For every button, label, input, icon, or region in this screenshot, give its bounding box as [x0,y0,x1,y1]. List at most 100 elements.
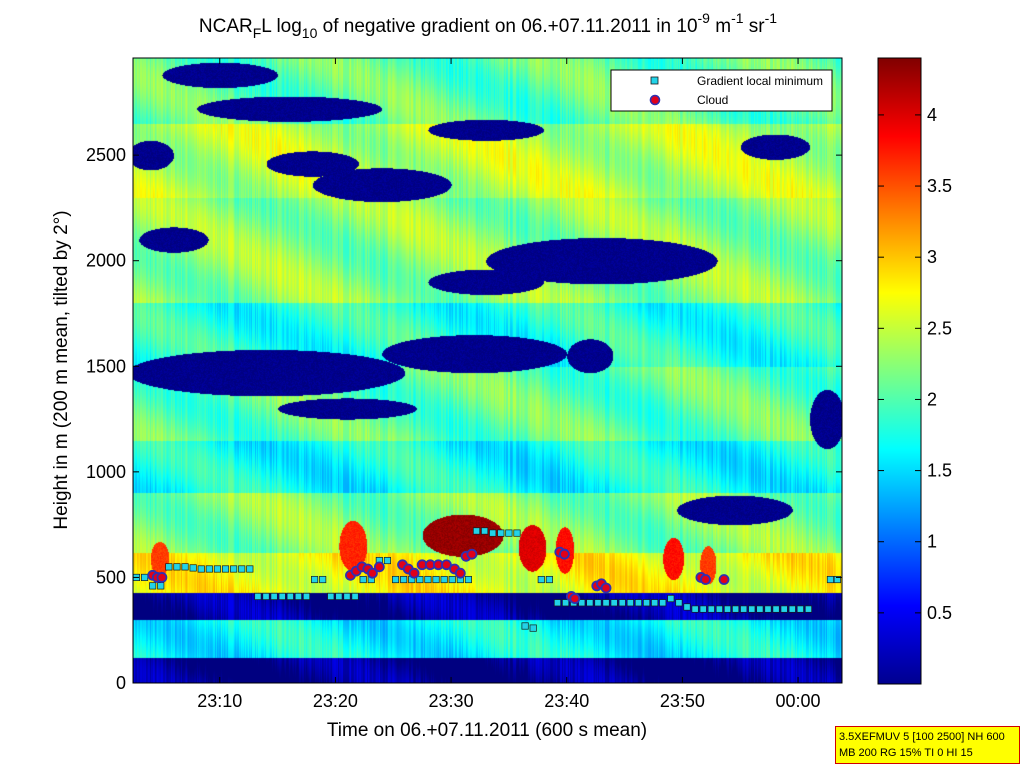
colorbar-tick-label: 4 [927,105,937,125]
legend-label-gradient-min: Gradient local minimum [697,74,823,88]
gradient-min-marker [723,605,732,613]
y-axis: 0 500 1000 1500 2000 2500 [86,145,842,693]
gradient-min-marker [246,565,254,573]
gradient-min-marker [254,592,262,600]
gradient-min-marker [667,594,675,603]
parameters-line-1: 3.5XEFMUV 5 [100 2500] NH 600 [839,731,1005,743]
gradient-min-marker [448,575,456,584]
legend-marker-gradient-min [650,76,659,85]
title-sup-3: -9 [698,10,711,26]
cloud-marker [441,559,452,571]
gradient-min-marker [221,565,230,573]
gradient-min-marker [764,605,772,613]
gradient-min-marker [634,599,642,607]
gradient-min-marker [311,575,319,584]
plot-area [132,57,843,684]
gradient-min-marker [213,565,221,573]
gradient-min-marker [181,563,189,571]
title-sub-1: F [253,25,262,41]
gradient-min-marker [594,599,602,607]
gradient-min-marker [618,599,626,607]
gradient-min-marker [294,592,302,600]
y-tick-label: 500 [96,567,126,587]
x-tick-label: 23:50 [660,691,705,711]
cloud-marker [367,567,378,579]
gradient-min-marker [472,527,481,535]
gradient-min-marker [513,529,521,537]
gradient-min-marker [788,605,796,613]
colorbar-ticks: 0.5 1 1.5 2 2.5 3 3.5 4 [878,105,952,623]
gradient-min-marker [826,575,834,584]
gradient-min-marker [327,592,335,600]
colorbar-tick-label: 0.5 [927,603,952,623]
gradient-min-marker [286,592,294,600]
title-part-4: m [710,16,731,37]
gradient-min-marker [141,573,149,581]
gradient-min-marker [205,565,213,573]
legend-marker-cloud [649,94,661,106]
colorbar: 0.5 1 1.5 2 2.5 3 3.5 4 [877,57,952,685]
gradient-min-marker [707,605,715,613]
x-tick-label: 23:10 [197,691,242,711]
gradient-min-marker [165,563,173,571]
gradient-min-marker [578,599,586,607]
gradient-min-marker [553,599,562,607]
gradient-min-marker [173,563,181,571]
gradient-min-marker [197,565,205,573]
gradient-min-marker [481,527,489,535]
gradient-min-marker [149,582,157,590]
cloud-marker [373,561,385,573]
cloud-marker [156,572,168,583]
gradient-min-marker [732,605,740,613]
title-part-5: sr [744,16,766,37]
legend-label-cloud: Cloud [697,93,728,107]
x-tick-label: 23:20 [313,691,358,711]
gradient-min-marker [796,605,804,613]
gradient-min-marker [489,529,497,537]
gradient-min-marker [610,599,618,607]
gradient-min-marker [335,592,343,600]
y-tick-label: 2500 [86,145,126,165]
cloud-marker [700,574,711,585]
gradient-min-marker [270,592,278,600]
gradient-min-marker [804,605,813,613]
markers-layer [132,527,841,632]
y-tick-label: 0 [116,673,126,693]
gradient-min-marker [772,605,780,613]
cloud-marker [454,567,466,579]
gradient-min-marker [780,605,788,613]
parameters-line-2: MB 200 RG 15% TI 0 HI 15 [839,747,973,759]
gradient-min-marker [748,605,756,613]
gradient-min-marker [562,599,570,607]
gradient-min-marker [521,622,529,630]
y-axis-label: Height in m (200 m mean, tilted by 2°) [51,210,72,529]
gradient-min-marker [545,575,553,584]
gradient-min-marker [416,575,424,584]
gradient-min-marker [359,575,367,584]
gradient-min-marker [432,575,440,584]
cloud-marker [718,574,730,585]
gradient-min-marker [683,603,691,611]
gradient-min-marker [586,599,594,607]
colorbar-tick-label: 3.5 [927,176,952,196]
gradient-min-marker [715,605,723,613]
title-sub-2: 10 [302,25,318,41]
gradient-min-marker [699,605,707,613]
gradient-min-marker [343,592,351,600]
x-tick-label: 23:30 [429,691,474,711]
chart-title: NCARFL log10 of negative gradient on 06.… [199,10,777,41]
colorbar-tick-label: 3 [927,247,937,267]
parameters-box: 3.5XEFMUV 5 [100 2500] NH 600 MB 200 RG … [835,726,1020,764]
gradient-min-marker [675,599,683,607]
colorbar-tick-label: 2.5 [927,318,952,338]
gradient-min-marker [659,599,667,607]
gradient-min-marker [238,565,246,573]
gradient-min-marker [262,592,270,600]
gradient-min-marker [642,599,651,607]
gradient-min-marker [497,529,505,537]
gradient-min-marker [383,556,392,565]
title-part-1: NCAR [199,16,253,37]
cloud-marker [408,567,420,579]
gradient-min-marker [278,592,286,600]
gradient-min-marker [189,564,197,572]
